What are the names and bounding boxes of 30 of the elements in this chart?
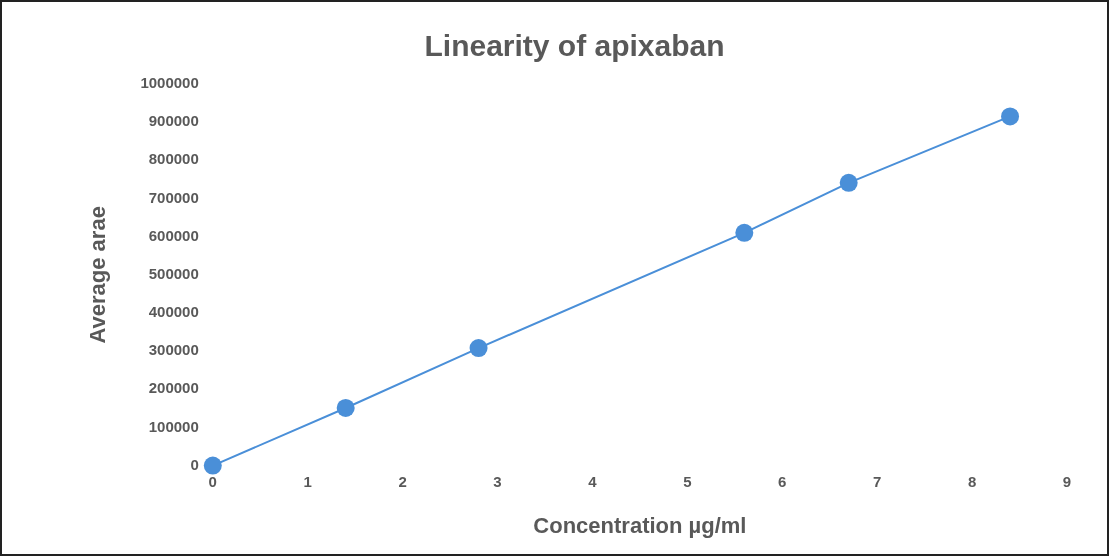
y-tick-label: 600000: [148, 226, 199, 244]
x-tick-label: 8: [967, 472, 977, 490]
y-tick-label: 400000: [148, 303, 199, 321]
x-tick-label: 6: [778, 472, 787, 490]
y-axis-title: Average arae: [85, 206, 111, 344]
y-tick-label: 100000: [148, 417, 199, 435]
y-tick-label: 500000: [148, 264, 199, 282]
y-tick-label: 300000: [148, 341, 199, 359]
point: [1001, 107, 1020, 126]
x-tick-label: 7: [873, 472, 882, 490]
y-tick-label: 900000: [148, 112, 199, 130]
point: [469, 339, 488, 358]
x-tick-label: 2: [398, 472, 407, 490]
point: [735, 223, 754, 242]
y-tick-label: 1000000: [140, 74, 199, 92]
y-tick-label: 800000: [148, 150, 199, 168]
x-tick-label: 4: [588, 472, 598, 490]
x-axis-title: Concentration µg/ml: [533, 512, 747, 538]
point: [203, 456, 222, 475]
x-tick-label: 0: [208, 472, 217, 490]
point: [336, 398, 355, 417]
point: [839, 173, 858, 192]
y-tick-label: 0: [190, 455, 199, 473]
x-tick-label: 9: [1062, 472, 1072, 490]
y-tick-label: 700000: [148, 188, 199, 206]
x-tick-label: 1: [303, 472, 312, 490]
x-tick-label: 3: [493, 472, 502, 490]
x-tick-label: 5: [683, 472, 692, 490]
y-tick-label: 200000: [148, 379, 199, 397]
chart-title: Linearity of apixaban: [424, 29, 725, 63]
